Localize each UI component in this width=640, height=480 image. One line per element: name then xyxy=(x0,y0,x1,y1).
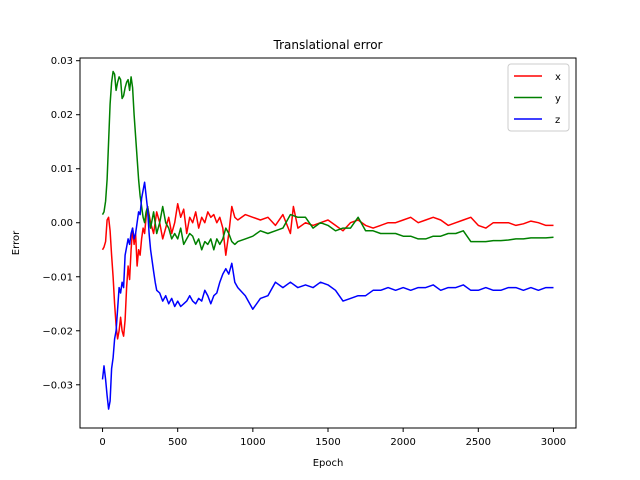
x-axis-label: Epoch xyxy=(313,458,344,469)
series-line-z xyxy=(101,181,554,410)
series-line-y xyxy=(101,70,554,251)
y-axis-label: Error xyxy=(11,230,22,255)
y-tick-label: −0.03 xyxy=(42,380,73,391)
series-group xyxy=(101,70,554,410)
legend-label-y: y xyxy=(555,94,561,105)
y-tick-label: 0.00 xyxy=(51,218,73,229)
x-tick-label: 1000 xyxy=(240,437,265,448)
x-tick-label: 500 xyxy=(168,437,187,448)
y-tick-label: −0.01 xyxy=(42,272,73,283)
series-line-x xyxy=(101,203,554,340)
x-tick-label: 2000 xyxy=(390,437,415,448)
x-tick-label: 3000 xyxy=(541,437,566,448)
x-tick-label: 1500 xyxy=(315,437,340,448)
y-tick-label: 0.02 xyxy=(51,110,73,121)
y-tick-label: 0.01 xyxy=(51,164,73,175)
legend-label-z: z xyxy=(555,115,560,126)
y-axis: −0.03 −0.02 −0.01 0.00 0.01 0.02 0.03 xyxy=(42,56,80,391)
y-tick-label: −0.02 xyxy=(42,326,73,337)
x-tick-label: 2500 xyxy=(466,437,491,448)
chart-title: Translational error xyxy=(273,38,383,52)
y-tick-label: 0.03 xyxy=(51,56,73,67)
x-tick-label: 0 xyxy=(99,437,105,448)
legend-label-x: x xyxy=(555,72,561,83)
legend: xyz xyxy=(507,63,570,132)
x-axis: 0 500 1000 1500 2000 2500 3000 xyxy=(99,428,566,448)
